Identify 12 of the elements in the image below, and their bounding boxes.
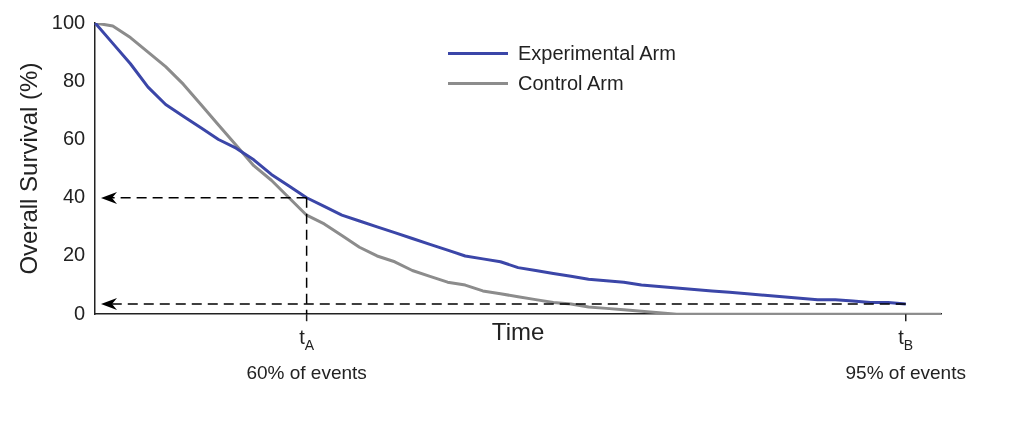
text: 95% of events <box>845 362 966 384</box>
y-tick-label: 100 <box>51 10 86 33</box>
legend-label: Control Arm <box>518 71 624 95</box>
y-axis-title: Overall Survival (%) <box>15 62 43 275</box>
x-axis-title: Time <box>491 318 545 346</box>
y-tick-label: 80 <box>62 68 86 91</box>
y-tick-label: 60 <box>62 127 86 149</box>
legend-label: Experimental Arm <box>518 41 676 65</box>
y-tick-label: 40 <box>62 185 86 208</box>
y-tick-label: 0 <box>74 301 86 324</box>
text: 60% of events <box>246 362 367 384</box>
y-tick-label: 20 <box>62 243 86 266</box>
